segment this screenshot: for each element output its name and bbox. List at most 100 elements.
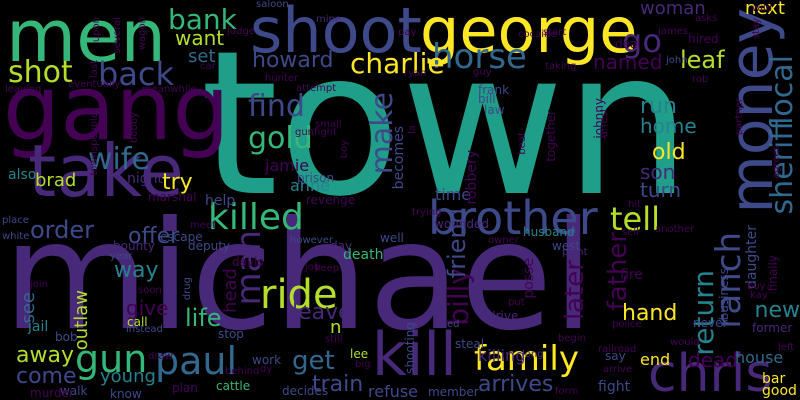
word-sell: sell — [622, 227, 639, 238]
word-hit: hit — [628, 199, 642, 210]
word-escape: escape — [160, 230, 203, 244]
word-woman: woman — [640, 0, 706, 19]
word-member: member — [428, 385, 479, 399]
word-cocaine: cocaine — [518, 29, 557, 40]
word-soon: soon — [138, 285, 162, 296]
word-arrives: arrives — [478, 372, 554, 397]
word-stay: stay — [751, 18, 762, 40]
word-help: help — [205, 193, 236, 209]
word-prison: prison — [297, 171, 335, 185]
word-set: set — [188, 46, 216, 67]
word-murder: murder — [30, 386, 74, 400]
word-bob: bob — [55, 330, 78, 344]
word-charlie: charlie — [350, 47, 445, 80]
word-leaf: leaf — [680, 46, 725, 74]
word-tell: tell — [610, 200, 661, 238]
word-get: get — [292, 346, 335, 376]
word-davis: davis — [232, 255, 264, 269]
word-give: give — [126, 296, 169, 320]
word-killing: killing — [478, 346, 526, 365]
word-brother: brother — [428, 191, 598, 245]
word-car: car — [200, 61, 216, 72]
word-refuse: refuse — [368, 382, 419, 400]
word-job: job — [305, 262, 321, 273]
word-deal: deal — [615, 37, 641, 51]
word-agrees: agrees — [771, 145, 782, 179]
word-behind: behind — [225, 366, 260, 377]
word-form: form — [555, 386, 579, 397]
word-n: n — [330, 317, 342, 338]
word-bill: bill — [478, 92, 496, 106]
word-night: night — [127, 171, 164, 187]
word-hired: hired — [688, 32, 719, 46]
word-taking: taking — [545, 61, 577, 72]
word-plan: plan — [172, 381, 198, 395]
word-never: never — [693, 316, 728, 330]
word-offer: offer — [128, 224, 180, 249]
word-leaving: leaving — [5, 84, 42, 95]
word-head: head — [220, 268, 241, 313]
word-railroad: railroad — [598, 344, 637, 355]
word-put: put — [508, 297, 525, 308]
word-wild: wild — [752, 3, 773, 14]
word-try: try — [162, 170, 193, 195]
word-family: family — [474, 339, 579, 379]
word-mine: mine — [316, 14, 342, 25]
word-john: john — [666, 55, 688, 66]
word-gang: gang — [3, 56, 230, 161]
word-meet: meet — [190, 220, 216, 231]
word-several: several — [112, 17, 123, 54]
word-another: another — [655, 224, 695, 235]
word-chris: chris — [648, 344, 773, 400]
word-hand: hand — [622, 301, 678, 326]
word-paul: paul — [155, 339, 238, 383]
word-george: george — [420, 0, 638, 67]
word-deputy: deputy — [188, 239, 231, 253]
word-rob: rob — [692, 74, 709, 85]
word-dead: dead — [688, 348, 738, 372]
word-say: say — [605, 349, 626, 363]
word-lee: lee — [350, 347, 369, 361]
word-kay: kay — [750, 290, 768, 301]
word-eventually: eventually — [68, 79, 121, 90]
word-kill: kill — [372, 320, 457, 390]
word-ed: ed — [447, 319, 460, 330]
word-away: away — [16, 343, 74, 368]
word-wounded: wounded — [434, 217, 489, 231]
word-shooting: shooting — [403, 322, 417, 374]
word-also: also — [8, 167, 37, 183]
word-house: house — [735, 348, 784, 367]
word-next: next — [745, 0, 785, 19]
word-former: former — [752, 321, 793, 335]
word-leave: leave — [292, 300, 352, 325]
word-order: order — [30, 216, 94, 244]
word-together: together — [544, 110, 558, 162]
word-young: young — [100, 366, 156, 387]
word-anne: anne — [290, 176, 330, 195]
word-train: train — [312, 372, 364, 397]
word-town: town — [200, 8, 692, 241]
word-son: son — [640, 160, 676, 184]
word-buy: buy — [747, 281, 766, 292]
word-judge: judge — [227, 26, 255, 37]
word-wife: wife — [88, 142, 150, 177]
word-law: law — [484, 103, 505, 117]
word-long: long — [522, 349, 544, 360]
word-take: take — [28, 129, 184, 213]
word-come: come — [16, 364, 77, 389]
word-still: still — [325, 334, 343, 345]
word-keep: keep — [315, 263, 340, 274]
word-draw: draw — [148, 351, 173, 362]
word-jail: jail — [28, 319, 49, 335]
word-shoot: shoot — [250, 0, 422, 67]
word-bar: bar — [762, 371, 786, 387]
word-partner: partner — [734, 98, 745, 136]
word-left: left — [778, 342, 795, 353]
word-bobby: bobby — [129, 112, 140, 144]
word-horse: horse — [432, 37, 527, 77]
word-posse: posse — [521, 258, 537, 299]
word-finally: finally — [766, 255, 780, 292]
word-way: way — [114, 258, 159, 283]
word-cattle: cattle — [216, 379, 251, 393]
